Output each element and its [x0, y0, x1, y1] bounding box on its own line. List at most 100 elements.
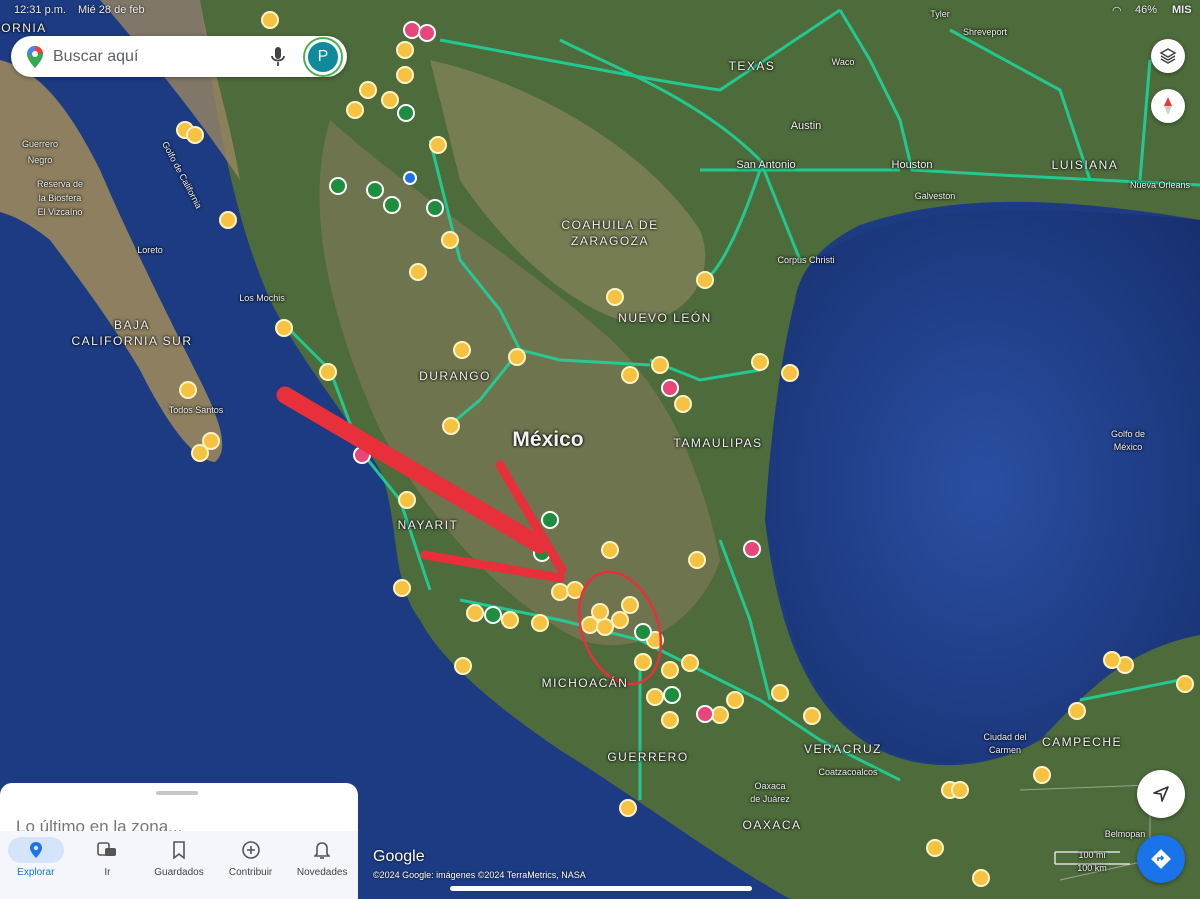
star-place-pin[interactable] [219, 211, 237, 229]
commute-icon [97, 842, 117, 856]
star-place-pin[interactable] [319, 363, 337, 381]
star-place-pin[interactable] [711, 706, 729, 724]
star-place-pin[interactable] [531, 614, 549, 632]
star-place-pin[interactable] [1068, 702, 1086, 720]
star-place-pin[interactable] [596, 618, 614, 636]
star-place-pin[interactable] [606, 288, 624, 306]
heart-place-pin[interactable] [696, 705, 714, 723]
search-input[interactable]: Buscar aquí [53, 47, 139, 65]
label-veracruz: VERACRUZ [803, 742, 883, 756]
star-place-pin[interactable] [621, 596, 639, 614]
directions-button[interactable] [1137, 835, 1185, 883]
star-place-pin[interactable] [398, 491, 416, 509]
star-place-pin[interactable] [179, 381, 197, 399]
flag-place-pin[interactable] [366, 181, 384, 199]
flag-place-pin[interactable] [397, 104, 415, 122]
star-place-pin[interactable] [441, 231, 459, 249]
star-place-pin[interactable] [393, 579, 411, 597]
star-place-pin[interactable] [619, 799, 637, 817]
star-place-pin[interactable] [381, 91, 399, 109]
star-place-pin[interactable] [646, 688, 664, 706]
label-austin: Austin [790, 120, 822, 132]
search-bar[interactable]: Buscar aquí P [11, 36, 347, 77]
star-place-pin[interactable] [409, 263, 427, 281]
label-todos-santos: Todos Santos [168, 405, 224, 415]
star-place-pin[interactable] [501, 611, 519, 629]
star-place-pin[interactable] [781, 364, 799, 382]
flag-place-pin[interactable] [426, 199, 444, 217]
directions-icon [1151, 849, 1171, 869]
map-attribution[interactable]: ©2024 Google: imágenes ©2024 TerraMetric… [373, 870, 586, 880]
star-place-pin[interactable] [803, 707, 821, 725]
star-place-pin[interactable] [751, 353, 769, 371]
flag-place-pin[interactable] [541, 511, 559, 529]
nav-contribuir[interactable]: Contribuir [215, 831, 287, 899]
star-place-pin[interactable] [681, 654, 699, 672]
heart-place-pin[interactable] [661, 379, 679, 397]
star-place-pin[interactable] [661, 661, 679, 679]
star-place-pin[interactable] [551, 583, 569, 601]
star-place-pin[interactable] [771, 684, 789, 702]
nav-novedades[interactable]: Novedades [286, 831, 358, 899]
sheet-drag-handle[interactable] [156, 791, 198, 795]
account-avatar[interactable]: P [305, 38, 341, 75]
star-place-pin[interactable] [674, 395, 692, 413]
star-place-pin[interactable] [261, 11, 279, 29]
layers-button[interactable] [1151, 39, 1185, 73]
star-place-pin[interactable] [442, 417, 460, 435]
flag-place-pin[interactable] [383, 196, 401, 214]
star-place-pin[interactable] [972, 869, 990, 887]
star-place-pin[interactable] [926, 839, 944, 857]
star-place-pin[interactable] [661, 711, 679, 729]
star-place-pin[interactable] [191, 444, 209, 462]
star-place-pin[interactable] [1176, 675, 1194, 693]
label-michoacan: MICHOACÁN [541, 676, 629, 690]
flag-place-pin[interactable] [484, 606, 502, 624]
flag-place-pin[interactable] [329, 177, 347, 195]
star-place-pin[interactable] [1103, 651, 1121, 669]
star-place-pin[interactable] [453, 341, 471, 359]
label-tyler: Tyler [930, 9, 950, 19]
star-place-pin[interactable] [396, 41, 414, 59]
heart-place-pin[interactable] [403, 21, 421, 39]
star-place-pin[interactable] [186, 126, 204, 144]
star-place-pin[interactable] [202, 432, 220, 450]
bottom-sheet[interactable]: Lo último en la zona... Explorar Ir Guar… [0, 783, 358, 899]
star-place-pin[interactable] [466, 604, 484, 622]
nav-guardados[interactable]: Guardados [143, 831, 215, 899]
nav-label: Guardados [154, 867, 204, 878]
label-guerrero-negro-1: Guerrero [21, 139, 59, 149]
my-location-button[interactable] [1137, 770, 1185, 818]
heart-place-pin[interactable] [418, 24, 436, 42]
star-place-pin[interactable] [346, 101, 364, 119]
star-place-pin[interactable] [651, 356, 669, 374]
compass-button[interactable] [1151, 89, 1185, 123]
star-place-pin[interactable] [634, 653, 652, 671]
star-place-pin[interactable] [621, 366, 639, 384]
flag-place-pin[interactable] [663, 686, 681, 704]
heart-place-pin[interactable] [743, 540, 761, 558]
star-place-pin[interactable] [359, 81, 377, 99]
star-place-pin[interactable] [275, 319, 293, 337]
nav-ir[interactable]: Ir [72, 831, 144, 899]
location-pin-icon [29, 842, 42, 858]
star-place-pin[interactable] [696, 271, 714, 289]
flag-place-pin[interactable] [634, 623, 652, 641]
star-place-pin[interactable] [1033, 766, 1051, 784]
star-place-pin[interactable] [951, 781, 969, 799]
star-place-pin[interactable] [611, 611, 629, 629]
star-place-pin[interactable] [508, 348, 526, 366]
star-place-pin[interactable] [688, 551, 706, 569]
label-golfo-2: México [1113, 442, 1143, 452]
star-place-pin[interactable] [591, 603, 609, 621]
star-place-pin[interactable] [726, 691, 744, 709]
star-place-pin[interactable] [396, 66, 414, 84]
microphone-icon[interactable] [269, 46, 287, 68]
nav-explorar[interactable]: Explorar [0, 831, 72, 899]
home-indicator[interactable] [450, 886, 752, 891]
star-place-pin[interactable] [454, 657, 472, 675]
star-place-pin[interactable] [601, 541, 619, 559]
baja-california [0, 60, 223, 462]
star-place-pin[interactable] [429, 136, 447, 154]
